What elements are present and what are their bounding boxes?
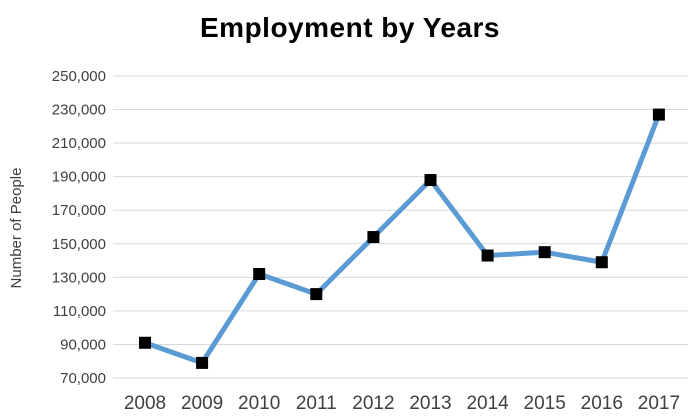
- data-point-marker-2010: [253, 267, 266, 280]
- y-tick-label: 190,000: [52, 169, 106, 186]
- y-tick-label: 210,000: [52, 135, 106, 152]
- data-point-marker-2008: [139, 336, 151, 349]
- data-point-marker-2016: [595, 256, 608, 269]
- data-point-marker-2014: [481, 249, 494, 262]
- x-tick-label: 2014: [466, 393, 509, 414]
- y-tick-label: 230,000: [52, 102, 106, 119]
- y-tick-label: 150,000: [52, 236, 106, 253]
- y-tick-label: 110,000: [53, 303, 106, 320]
- y-tick-label: 250,000: [52, 68, 106, 85]
- x-tick-label: 2016: [581, 393, 623, 414]
- data-point-marker-2012: [367, 231, 380, 244]
- x-tick-label: 2012: [352, 393, 394, 414]
- data-point-marker-2013: [424, 174, 437, 187]
- data-point-marker-2015: [538, 246, 551, 259]
- y-tick-label: 130,000: [52, 269, 106, 286]
- data-point-marker-2011: [310, 288, 323, 301]
- x-tick-label: 2017: [638, 393, 680, 414]
- x-tick-label: 2013: [409, 393, 451, 414]
- x-tick-label: 2010: [238, 393, 280, 414]
- data-point-marker-2017: [652, 108, 665, 121]
- data-line: [142, 112, 662, 366]
- x-tick-label: 2009: [181, 393, 223, 414]
- chart-title: Employment by Years: [200, 12, 500, 43]
- x-tick-label: 2008: [124, 393, 166, 414]
- y-tick-label: 170,000: [52, 202, 106, 219]
- x-tick-label: 2015: [524, 393, 566, 414]
- data-point-marker-2009: [196, 356, 209, 369]
- y-tick-label: 70,000: [60, 370, 106, 387]
- y-tick-label: 90,000: [60, 336, 106, 353]
- x-tick-label: 2011: [296, 393, 337, 414]
